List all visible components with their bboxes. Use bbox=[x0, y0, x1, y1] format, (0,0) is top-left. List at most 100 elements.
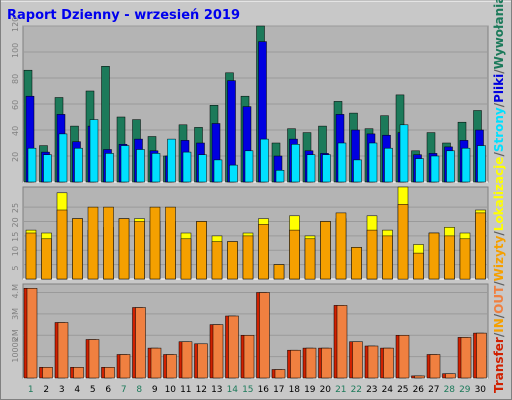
day-label: 6 bbox=[105, 385, 111, 395]
y-tick-label: 80 bbox=[11, 74, 20, 84]
bar-in-day-11 bbox=[181, 341, 193, 379]
day-label: 20 bbox=[320, 385, 332, 395]
bar-strony-day-10 bbox=[167, 138, 176, 183]
legend-item: IN bbox=[492, 318, 506, 333]
bar-wizyty-day-5 bbox=[87, 206, 99, 280]
bar-in-day-17 bbox=[274, 369, 286, 379]
bar-strony-day-13 bbox=[213, 159, 223, 183]
bar-strony-day-23 bbox=[368, 142, 378, 183]
bar-strony-day-27 bbox=[430, 155, 440, 183]
day-label: 3 bbox=[59, 385, 65, 395]
legend-item: / bbox=[492, 69, 506, 74]
bar-strony-day-28 bbox=[446, 150, 455, 183]
bar-strony-day-29 bbox=[461, 147, 471, 183]
bar-strony-day-4 bbox=[74, 147, 83, 183]
day-label: 23 bbox=[366, 385, 377, 395]
bar-wizyty-day-2 bbox=[41, 238, 52, 280]
legend-item: / bbox=[492, 102, 506, 107]
legend-item: Wywołania bbox=[492, 0, 506, 69]
day-label: 14 bbox=[227, 385, 239, 395]
bar-wizyty-day-26 bbox=[413, 252, 424, 280]
day-label: 22 bbox=[351, 385, 362, 395]
bar-wizyty-day-8 bbox=[134, 221, 145, 280]
bar-wizyty-day-22 bbox=[351, 247, 362, 280]
report-title: Raport Dzienny - wrzesień 2019 bbox=[7, 8, 240, 23]
bar-strony-day-1 bbox=[27, 147, 37, 183]
bar-wizyty-day-24 bbox=[382, 235, 393, 280]
day-label: 12 bbox=[196, 385, 207, 395]
bar-wizyty-day-18 bbox=[289, 229, 300, 280]
bar-wizyty-day-15 bbox=[242, 235, 254, 280]
day-label: 19 bbox=[304, 385, 316, 395]
legend-item: Pliki bbox=[492, 74, 506, 103]
bar-in-day-9 bbox=[150, 347, 162, 379]
bar-in-day-25 bbox=[398, 335, 410, 379]
y-tick-label: 20 bbox=[11, 152, 20, 162]
day-label: 21 bbox=[335, 385, 346, 395]
bar-in-day-20 bbox=[321, 347, 332, 379]
bar-in-day-22 bbox=[352, 341, 363, 379]
bar-strony-day-6 bbox=[105, 153, 114, 183]
bar-in-day-14 bbox=[228, 315, 239, 379]
bar-strony-day-9 bbox=[151, 153, 161, 183]
bar-strony-day-26 bbox=[415, 158, 424, 183]
bar-in-day-15 bbox=[243, 335, 255, 379]
day-label: 27 bbox=[428, 385, 439, 395]
bar-wizyty-day-12 bbox=[196, 221, 207, 280]
bar-in-day-29 bbox=[460, 337, 472, 379]
bar-wizyty-day-9 bbox=[149, 206, 161, 280]
bar-wizyty-day-13 bbox=[211, 241, 223, 280]
bar-strony-day-15 bbox=[244, 150, 254, 183]
bar-strony-day-21 bbox=[337, 142, 347, 183]
bar-strony-day-5 bbox=[89, 119, 99, 183]
bar-wizyty-day-17 bbox=[273, 264, 285, 280]
bar-wizyty-day-20 bbox=[320, 221, 331, 280]
day-label: 8 bbox=[136, 385, 142, 395]
day-label: 29 bbox=[459, 385, 471, 395]
y-tick-label: 1000k bbox=[11, 337, 20, 362]
day-label: 13 bbox=[211, 385, 222, 395]
bar-wizyty-day-28 bbox=[444, 235, 455, 280]
y-tick-label: 10 bbox=[11, 246, 20, 256]
bar-wizyty-day-27 bbox=[428, 232, 440, 280]
bar-strony-day-7 bbox=[120, 145, 130, 183]
bar-strony-day-8 bbox=[136, 149, 145, 183]
bar-in-day-26 bbox=[414, 375, 425, 379]
legend-item: Transfer bbox=[492, 337, 506, 393]
day-label: 24 bbox=[382, 385, 394, 395]
bar-in-day-7 bbox=[119, 354, 131, 379]
bar-in-day-18 bbox=[290, 349, 301, 379]
day-label: 17 bbox=[273, 385, 284, 395]
y-tick-label: 60 bbox=[11, 100, 20, 110]
day-label: 30 bbox=[475, 385, 487, 395]
bar-wizyty-day-29 bbox=[459, 238, 471, 280]
bar-in-day-1 bbox=[26, 288, 38, 379]
legend-vertical: Transfer/IN/OUT/Wizyty/Lokalizacje/Stron… bbox=[492, 0, 506, 393]
bar-in-day-24 bbox=[383, 347, 394, 379]
day-labels: 1 2 3 4 5 6 7 8 9 10 11 12 13 14 15 16 17 18 19 20 21 22 23 24 2… bbox=[28, 385, 486, 395]
y-tick-label: 120 bbox=[11, 17, 20, 32]
bar-wizyty-day-3 bbox=[56, 209, 68, 280]
y-tick-label: 20 bbox=[11, 217, 20, 227]
y-tick-label: 100 bbox=[11, 43, 20, 58]
bar-strony-day-24 bbox=[384, 147, 393, 183]
bar-in-day-3 bbox=[57, 322, 69, 379]
y-tick-label: 40 bbox=[11, 126, 20, 136]
bar-strony-day-30 bbox=[477, 145, 486, 183]
day-label: 7 bbox=[121, 385, 127, 395]
legend-item: / bbox=[492, 231, 506, 236]
y-tick-label: 2M bbox=[11, 329, 20, 341]
panel-background bbox=[22, 186, 489, 280]
bar-in-day-6 bbox=[104, 367, 115, 379]
bar-wizyty-day-7 bbox=[118, 218, 130, 280]
bar-wizyty-day-21 bbox=[335, 212, 347, 280]
bar-strony-day-22 bbox=[353, 159, 362, 183]
bar-wizyty-day-25 bbox=[397, 204, 409, 280]
y-tick-label: 25 bbox=[11, 203, 20, 213]
bar-strony-day-12 bbox=[198, 154, 207, 183]
bar-in-day-12 bbox=[197, 343, 208, 379]
legend-item: / bbox=[492, 332, 506, 337]
legend-item: / bbox=[492, 313, 506, 318]
